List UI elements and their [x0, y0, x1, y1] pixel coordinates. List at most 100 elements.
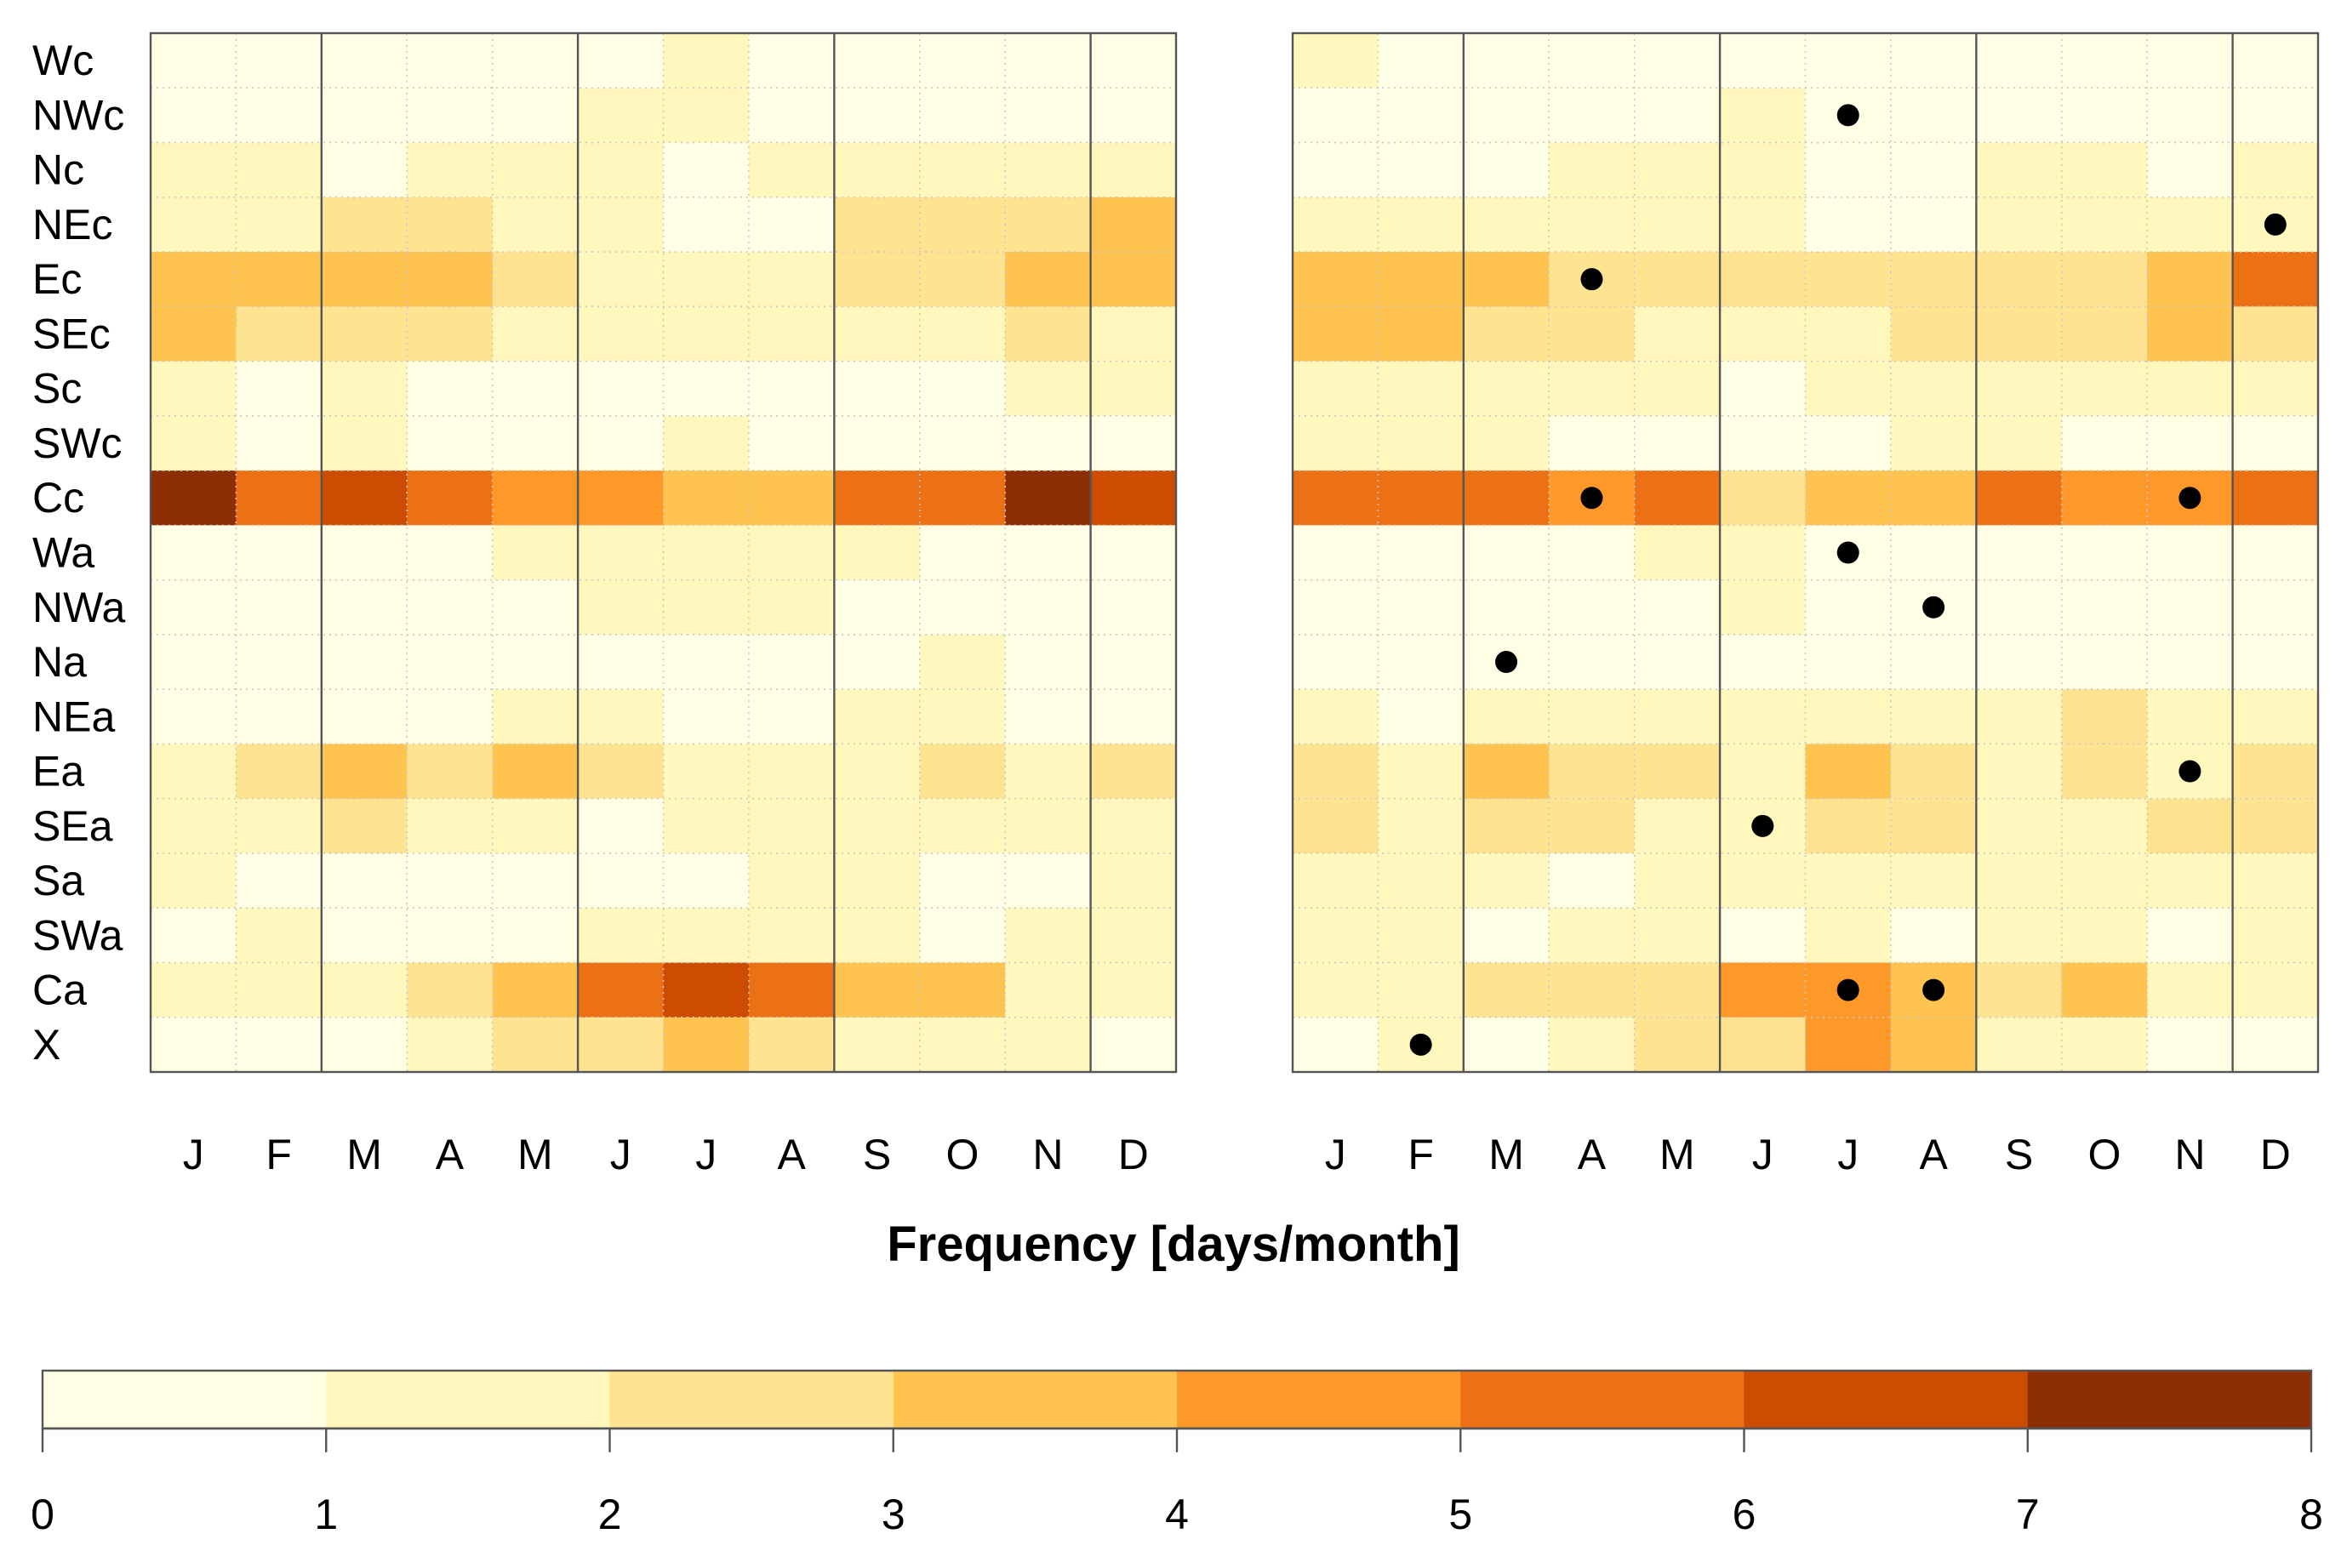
heatmap-cell	[578, 962, 665, 1018]
heatmap-cell	[1293, 306, 1379, 362]
heatmap-cell	[1805, 852, 1892, 909]
month-tick-label: S	[863, 1131, 891, 1178]
heatmap-cell	[834, 744, 921, 800]
heatmap-cell	[492, 1017, 579, 1073]
heatmap-cell	[663, 88, 750, 144]
heatmap-cell	[407, 88, 494, 144]
heatmap-cell	[578, 470, 665, 526]
heatmap-cell	[1890, 306, 1977, 362]
heatmap-cell	[1976, 798, 2063, 854]
heatmap-cell	[1976, 306, 2063, 362]
heatmap-cell	[1805, 33, 1892, 88]
row-labels: Wc NWc Nc NEc Ec SEc Sc SWc Cc Wa NWa Na NEa Ea SEa Sa S…	[32, 37, 125, 1069]
heatmap-cell	[1890, 689, 1977, 745]
heatmap-cell	[2147, 634, 2234, 690]
month-tick-label: J	[695, 1131, 717, 1178]
heatmap-cell	[1378, 634, 1465, 690]
heatmap-cell	[151, 798, 237, 854]
heatmap-cell	[492, 142, 579, 198]
significance-dots	[1409, 104, 2287, 1056]
heatmap-cell	[1463, 470, 1550, 526]
heatmap-cell	[1634, 744, 1721, 800]
heatmap-cell	[578, 852, 665, 909]
heatmap-cell	[1805, 306, 1892, 362]
heatmap-cell	[492, 579, 579, 636]
row-label: Ec	[32, 255, 82, 303]
heatmap-cell	[834, 470, 921, 526]
heatmap-cell	[492, 634, 579, 690]
heatmap-cell	[1090, 197, 1177, 253]
heatmap-cell	[2232, 908, 2319, 964]
heatmap-cell	[1005, 88, 1092, 144]
heatmap-cell	[1293, 252, 1379, 307]
heatmap-cell	[407, 1017, 494, 1073]
heatmap-cell	[236, 252, 323, 307]
heatmap-cell	[2147, 1017, 2234, 1073]
heatmap-cell	[834, 962, 921, 1018]
heatmap-cell	[1378, 470, 1465, 526]
month-tick-label: N	[1032, 1131, 1063, 1178]
significance-dot	[2264, 213, 2287, 236]
heatmap-cell	[2147, 142, 2234, 198]
heatmap-cell	[748, 142, 835, 198]
heatmap-cell	[748, 88, 835, 144]
heatmap-cell	[1378, 744, 1465, 800]
heatmap-cell	[1463, 142, 1550, 198]
heatmap-cell	[2232, 415, 2319, 471]
heatmap-cell	[2232, 525, 2319, 581]
heatmap-cell	[236, 88, 323, 144]
heatmap-cell	[1005, 525, 1092, 581]
heatmap-cell	[1976, 579, 2063, 636]
heatmap-cell	[1805, 744, 1892, 800]
heatmap-cell	[407, 306, 494, 362]
colorbar-segment	[893, 1371, 1178, 1428]
heatmap-cell	[1463, 197, 1550, 253]
colorbar: 0 1 2 3 4 5 6 7 8	[31, 1369, 2323, 1538]
row-label: X	[32, 1021, 60, 1069]
heatmap-cell	[2232, 962, 2319, 1018]
heatmap-cell	[578, 525, 665, 581]
heatmap-cell	[578, 908, 665, 964]
heatmap-cell	[492, 744, 579, 800]
heatmap-cell	[2147, 306, 2234, 362]
heatmap-cell	[578, 634, 665, 690]
heatmap-cell	[919, 197, 1006, 253]
row-label: SEa	[32, 802, 113, 850]
heatmap-cell	[663, 252, 750, 307]
heatmap-cell	[1463, 908, 1550, 964]
colorbar-tick-label: 8	[2299, 1491, 2323, 1538]
heatmap-cells	[151, 33, 2319, 1073]
month-tick-label: S	[2005, 1131, 2033, 1178]
heatmap-cell	[1463, 33, 1550, 88]
heatmap-cell	[407, 744, 494, 800]
heatmap-cell	[1005, 361, 1092, 417]
heatmap-cell	[1090, 798, 1177, 854]
month-tick-label: F	[266, 1131, 292, 1178]
heatmap-cell	[407, 525, 494, 581]
heatmap-cell	[1005, 142, 1092, 198]
heatmap-cell	[834, 197, 921, 253]
heatmap-cell	[834, 634, 921, 690]
heatmap-cell	[236, 962, 323, 1018]
heatmap-cell	[1634, 634, 1721, 690]
colorbar-segment	[609, 1371, 894, 1428]
significance-dot	[1580, 487, 1603, 510]
heatmap-cell	[1720, 197, 1807, 253]
heatmap-cell	[834, 798, 921, 854]
heatmap-cell	[748, 852, 835, 909]
heatmap-cell	[321, 744, 408, 800]
heatmap-cell	[1890, 361, 1977, 417]
significance-dot	[1580, 268, 1603, 291]
colorbar-tick-label: 5	[1448, 1491, 1472, 1538]
heatmap-cell	[1378, 197, 1465, 253]
heatmap-cell	[151, 252, 237, 307]
row-label: Cc	[32, 474, 84, 522]
heatmap-cell	[1293, 962, 1379, 1018]
heatmap-cell	[151, 962, 237, 1018]
heatmap-cell	[1090, 361, 1177, 417]
row-label: Na	[32, 638, 87, 686]
heatmap-cell	[1890, 197, 1977, 253]
heatmap-cell	[2147, 962, 2234, 1018]
heatmap-cell	[1005, 744, 1092, 800]
